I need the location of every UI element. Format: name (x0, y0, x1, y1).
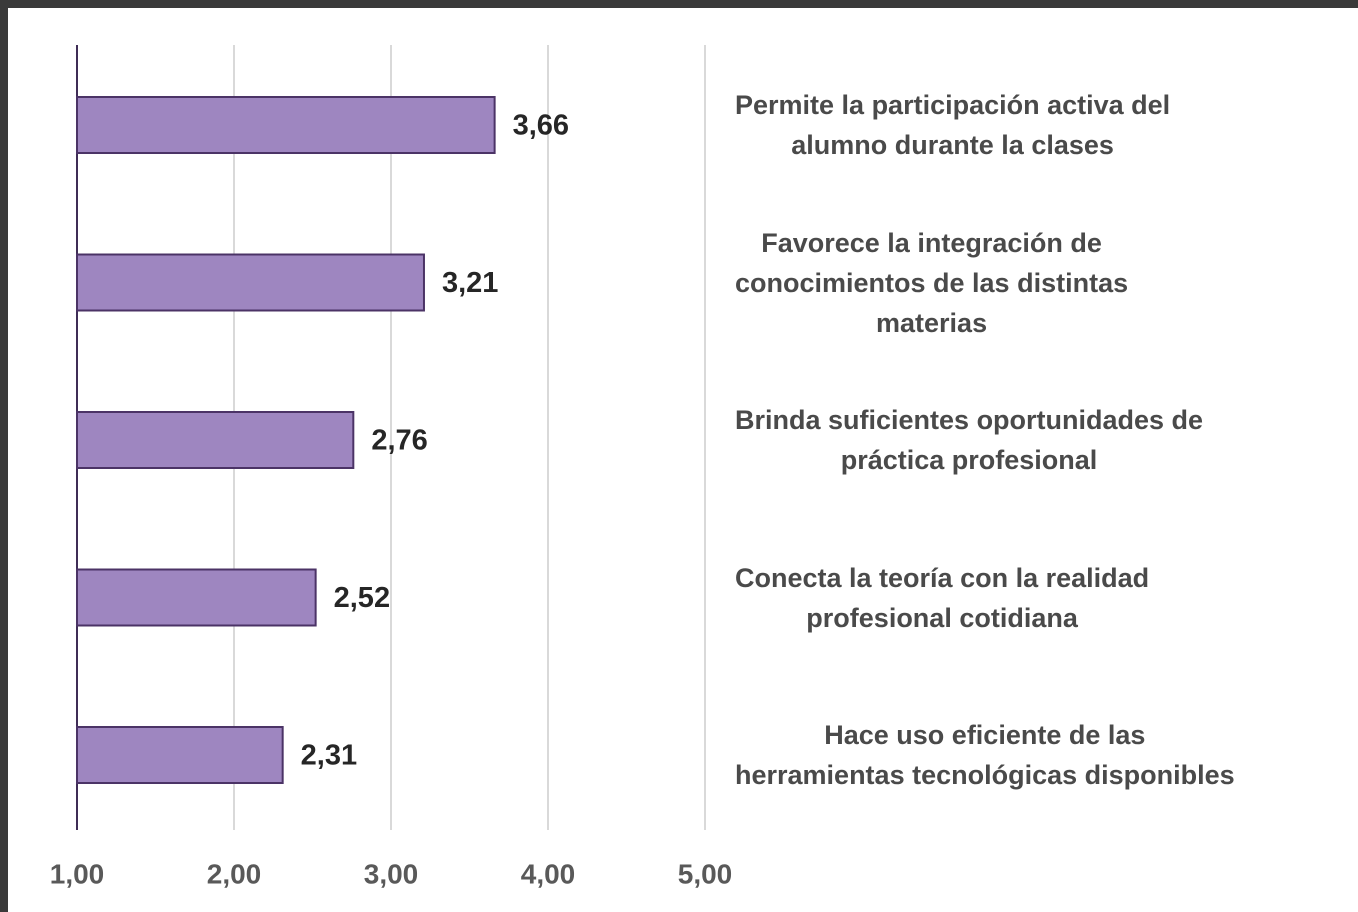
x-tick-label: 3,00 (364, 858, 419, 889)
x-tick-label: 2,00 (207, 858, 262, 889)
bar (76, 253, 425, 312)
value-label: 2,52 (334, 582, 390, 614)
category-label: Brinda suficientes oportunidades de prác… (735, 405, 1204, 475)
value-label: 2,31 (301, 740, 357, 772)
value-label: 3,21 (442, 267, 498, 299)
value-label: 2,76 (371, 425, 427, 457)
x-tick-label: 5,00 (678, 858, 733, 889)
category-label: Conecta la teoría con la realidad profes… (735, 562, 1150, 633)
category-label: Permite la participación activa del alum… (735, 90, 1171, 160)
bar (76, 726, 284, 784)
bar (76, 411, 355, 469)
category-label: Favorece la integración de conocimientos… (735, 227, 1129, 338)
bar (76, 568, 317, 627)
x-tick-label: 1,00 (50, 858, 105, 889)
x-tick-label: 4,00 (521, 858, 576, 889)
value-label: 3,66 (513, 110, 569, 142)
category-label: Hace uso eficiente de las herramientas t… (735, 720, 1235, 790)
bar (76, 96, 496, 154)
